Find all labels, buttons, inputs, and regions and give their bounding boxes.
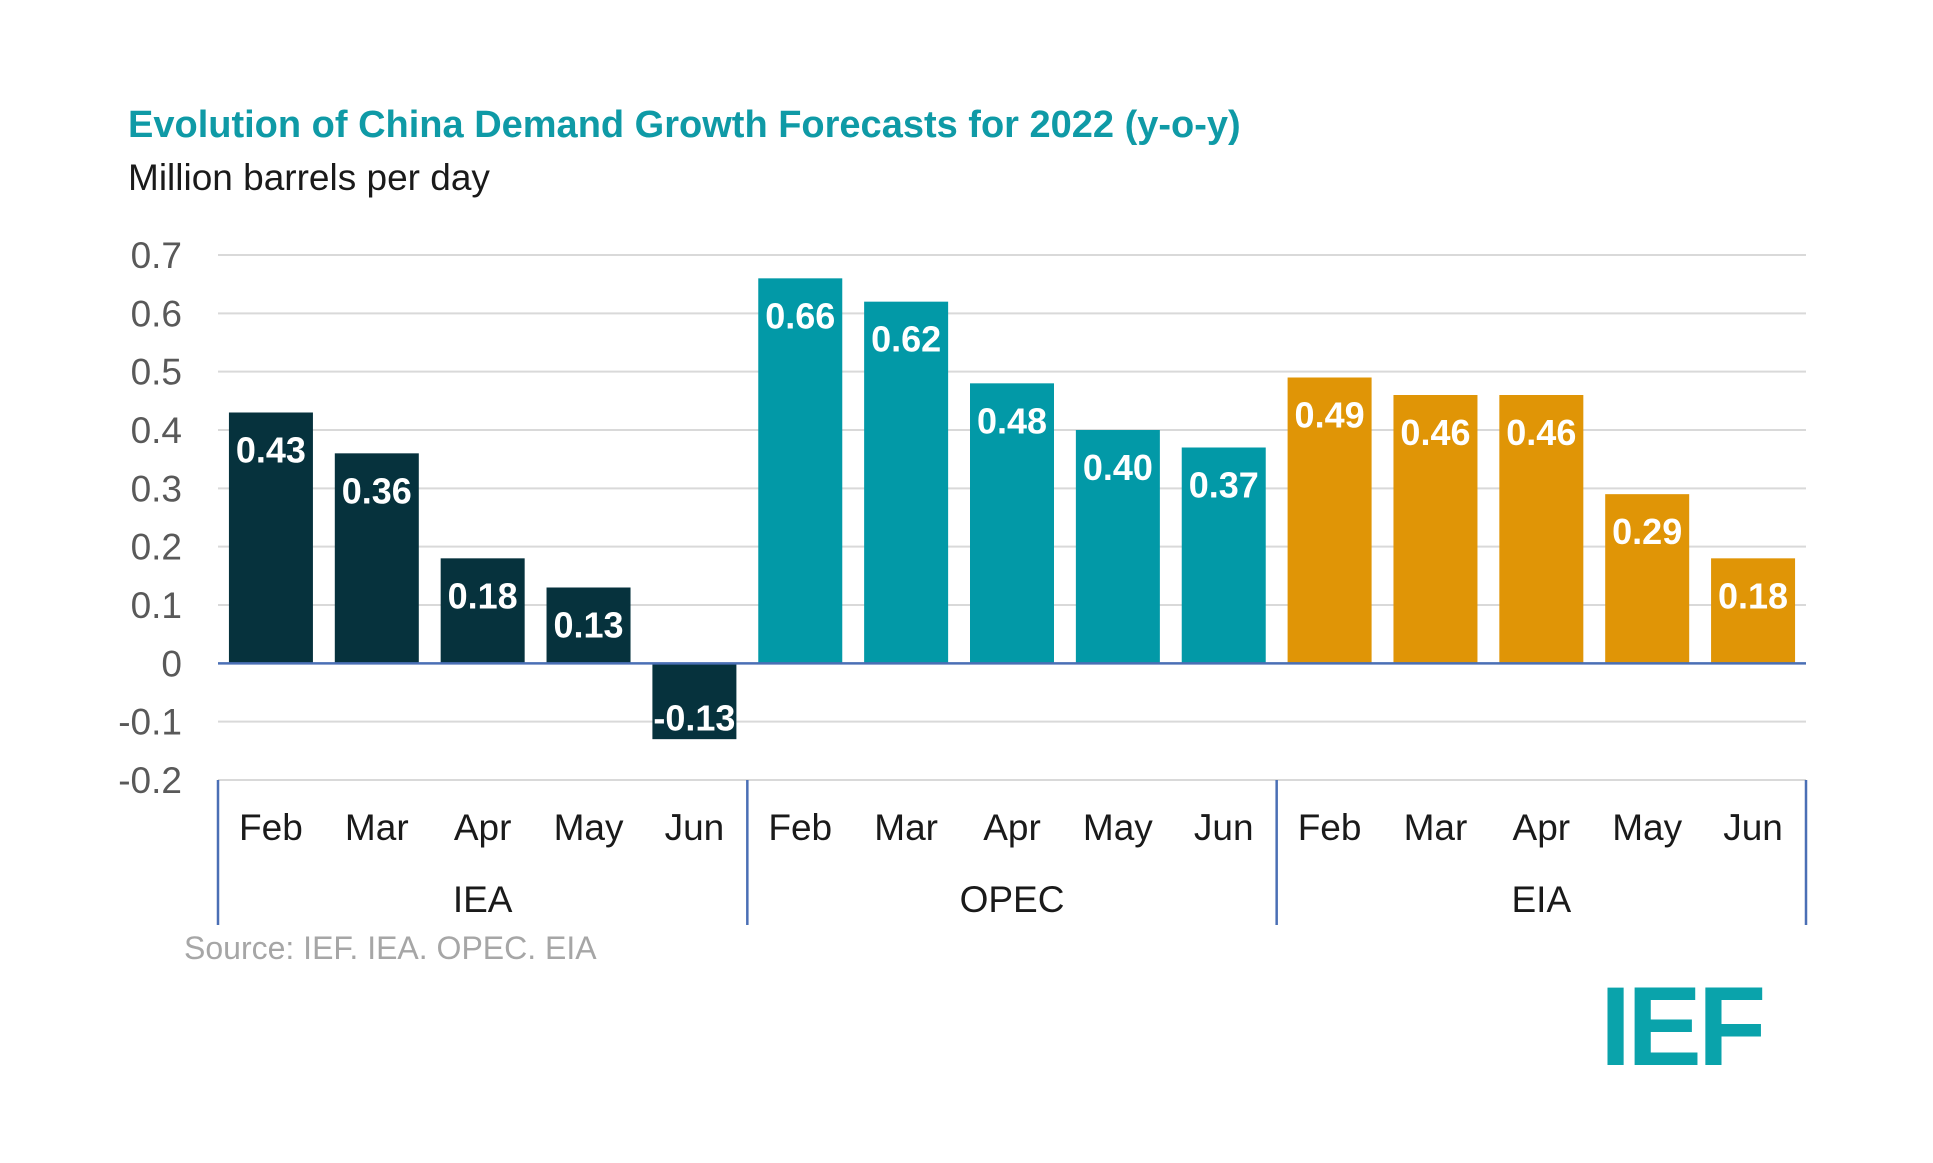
bar-label: 0.29	[1612, 511, 1682, 552]
bar-eia-jun	[1711, 558, 1796, 664]
bar-opec-jun	[1181, 447, 1266, 664]
bar-label: 0.36	[342, 470, 412, 511]
bar-eia-may	[1605, 494, 1690, 664]
y-tick-label: 0.5	[131, 352, 182, 393]
bar-opec-apr	[970, 383, 1054, 664]
x-category-label: May	[554, 807, 624, 848]
y-tick-label: 0.4	[131, 410, 182, 451]
bar-label: 0.13	[553, 605, 623, 646]
x-category-label: Feb	[239, 807, 303, 848]
bar-label: 0.18	[448, 575, 518, 616]
bar-iea-jun	[652, 663, 737, 740]
bar-iea-apr	[440, 558, 525, 664]
y-tick-label: -0.1	[118, 702, 182, 743]
chart-title: Evolution of China Demand Growth Forecas…	[128, 104, 1241, 146]
x-category-label: Jun	[665, 807, 725, 848]
ief-logo-text: IEF	[1600, 972, 1763, 1072]
bar-iea-mar	[334, 453, 419, 664]
chart-subtitle: Million barrels per day	[128, 157, 490, 198]
y-tick-label: 0.3	[131, 468, 182, 509]
source-note: Source: IEF. IEA. OPEC. EIA	[184, 930, 597, 966]
x-category-label: Apr	[983, 807, 1041, 848]
x-group-label: OPEC	[960, 879, 1065, 920]
x-category-label: Mar	[874, 807, 938, 848]
x-category-label: May	[1612, 807, 1682, 848]
x-category-label: May	[1083, 807, 1153, 848]
bar-eia-mar	[1393, 395, 1478, 664]
x-group-label: IEA	[453, 879, 513, 920]
x-category-label: Feb	[768, 807, 832, 848]
bar-opec-may	[1075, 430, 1160, 664]
x-category-label: Mar	[1404, 807, 1468, 848]
ief-logo: IEF	[1600, 972, 1767, 1072]
y-tick-label: 0.6	[131, 293, 182, 334]
x-category-label: Jun	[1723, 807, 1783, 848]
y-tick-label: 0	[161, 643, 182, 684]
bar-label: 0.18	[1718, 575, 1788, 616]
bar-label: 0.37	[1189, 465, 1259, 506]
bar-iea-may	[546, 587, 631, 664]
bar-label: 0.62	[871, 319, 941, 360]
y-tick-label: 0.1	[131, 585, 182, 626]
x-category-label: Apr	[1513, 807, 1571, 848]
x-category-label: Jun	[1194, 807, 1254, 848]
bar-eia-apr	[1499, 395, 1584, 664]
x-category-label: Apr	[454, 807, 512, 848]
x-category-label: Mar	[345, 807, 409, 848]
y-tick-label: 0.2	[131, 527, 182, 568]
x-group-label: EIA	[1512, 879, 1572, 920]
bar-label: 0.66	[765, 295, 835, 336]
bar-opec-mar	[864, 301, 949, 664]
bar-opec-feb	[758, 278, 843, 664]
bar-label: 0.43	[236, 430, 306, 471]
bar-label: 0.46	[1400, 412, 1470, 453]
bar-label: 0.40	[1083, 447, 1153, 488]
x-category-label: Feb	[1298, 807, 1362, 848]
bar-eia-feb	[1287, 377, 1372, 664]
bar-label: 0.46	[1506, 412, 1576, 453]
y-tick-label: -0.2	[118, 760, 182, 801]
bar-label: 0.49	[1295, 395, 1365, 436]
bar-label: 0.48	[977, 400, 1047, 441]
y-tick-label: 0.7	[131, 235, 182, 276]
bar-iea-feb	[228, 412, 313, 664]
bar-label: -0.13	[653, 697, 735, 738]
